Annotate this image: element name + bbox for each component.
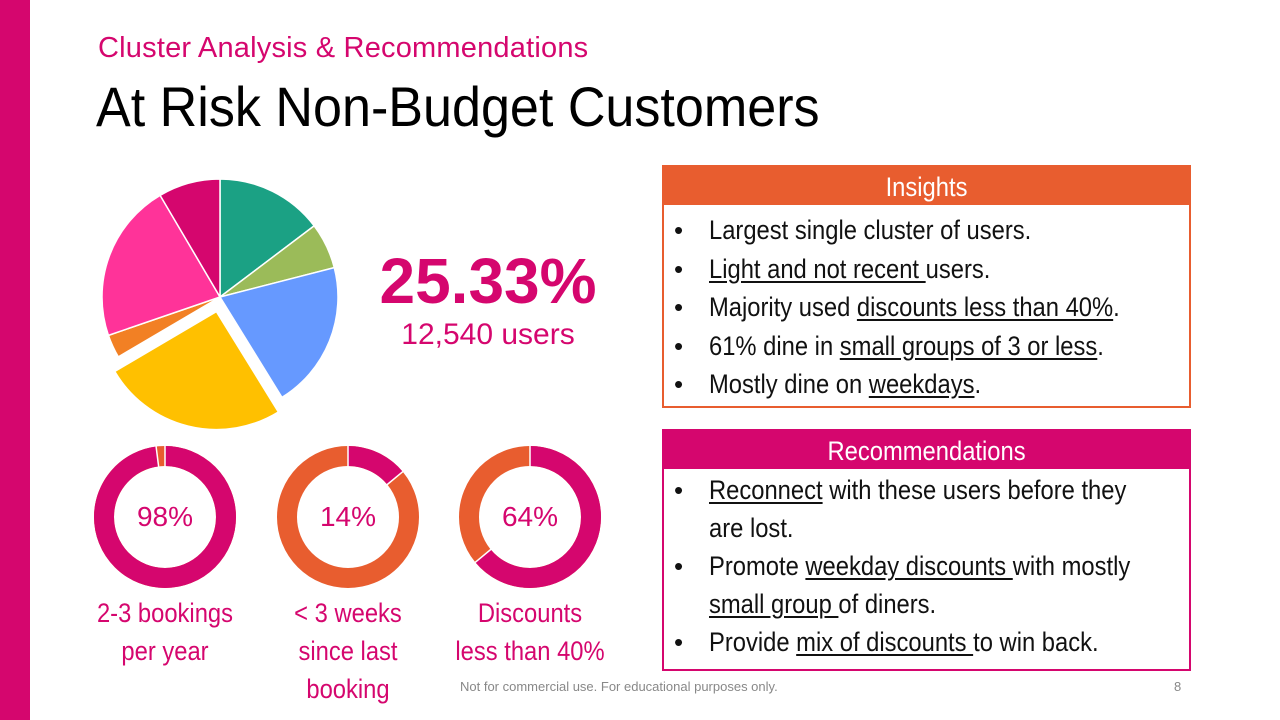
- list-item: Provide mix of discounts to win back.: [664, 623, 1189, 661]
- donut-discounts: 64%: [458, 445, 602, 589]
- donut-recency-caption: < 3 weeks since last booking: [294, 598, 402, 704]
- pie-slice: [219, 178, 316, 299]
- left-accent-bar: [0, 0, 30, 720]
- cluster-user-count: 12,540 users: [401, 318, 575, 351]
- recommendations-box: Recommendations Reconnect with these use…: [662, 429, 1191, 671]
- donut-separator: [386, 470, 404, 486]
- recommendations-header: Recommendations: [664, 431, 1189, 469]
- cluster-pie-chart: [101, 178, 339, 431]
- donut-separator: [155, 445, 160, 468]
- donut-bookings-caption: 2-3 bookings per year: [96, 598, 234, 666]
- donut-recency-label: 14%: [319, 501, 377, 532]
- insights-header: Insights: [664, 167, 1189, 205]
- list-item: Majority used discounts less than 40%.: [664, 288, 1189, 327]
- recommendations-list: Reconnect with these users before they a…: [664, 469, 1189, 661]
- cluster-share-percent: 25.33%: [379, 245, 597, 317]
- donut-bookings-label: 98%: [136, 501, 194, 532]
- list-item: Reconnect with these users before they a…: [664, 471, 1189, 547]
- donut-bookings: 98%: [93, 445, 237, 589]
- pie-slice: [218, 266, 339, 399]
- footer-disclaimer: Not for commercial use. For educational …: [460, 679, 778, 694]
- list-item: Mostly dine on weekdays.: [664, 365, 1189, 404]
- pie-slice: [101, 194, 222, 337]
- pie-slice: [113, 310, 280, 431]
- slide-title: At Risk Non-Budget Customers: [96, 75, 820, 138]
- donut-recency: 14%: [276, 445, 420, 589]
- list-item: Light and not recent users.: [664, 250, 1189, 289]
- insights-box: Insights Largest single cluster of users…: [662, 165, 1191, 408]
- donut-discounts-caption: Discounts less than 40%: [455, 598, 605, 666]
- insights-list: Largest single cluster of users. Light a…: [664, 205, 1189, 404]
- list-item: Largest single cluster of users.: [664, 211, 1189, 250]
- donut-separator: [474, 548, 492, 564]
- pie-slice: [159, 178, 221, 300]
- donut-discounts-label: 64%: [501, 501, 559, 532]
- slide-subtitle: Cluster Analysis & Recommendations: [98, 32, 589, 64]
- list-item: Promote weekday discounts with mostly sm…: [664, 547, 1189, 623]
- page-number: 8: [1174, 679, 1182, 694]
- list-item: 61% dine in small groups of 3 or less.: [664, 327, 1189, 366]
